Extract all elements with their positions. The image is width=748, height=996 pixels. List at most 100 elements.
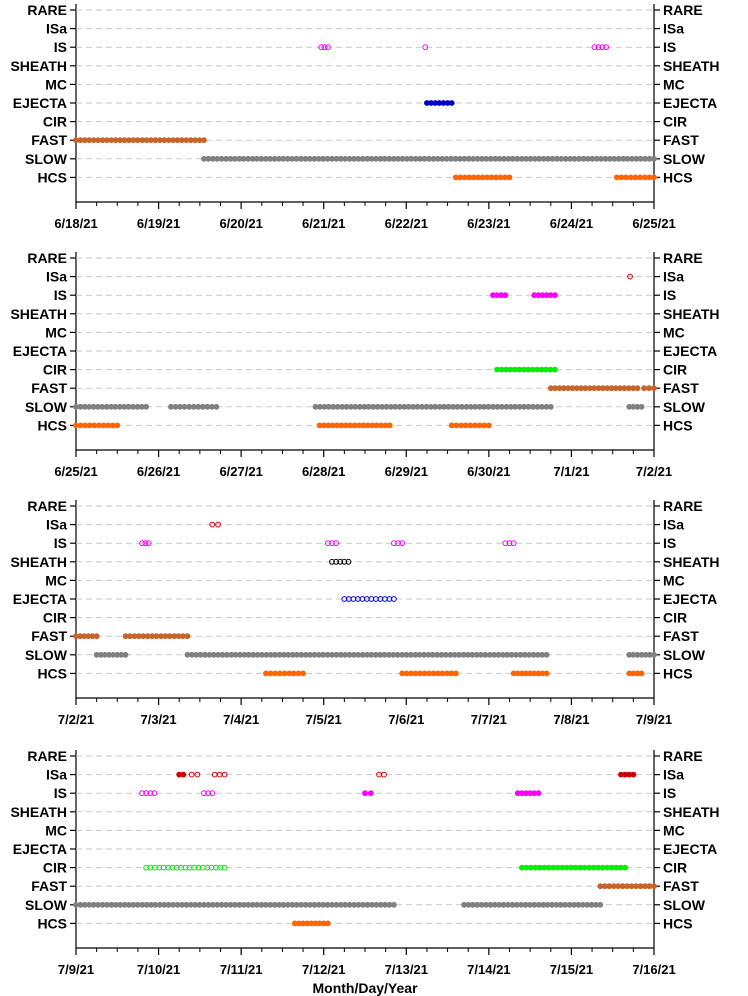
category-label-left: MC xyxy=(45,572,67,588)
event-marker-fast xyxy=(184,633,191,640)
event-marker-hcs xyxy=(448,422,455,429)
event-marker-hcs xyxy=(467,422,474,429)
event-marker-hcs xyxy=(452,670,459,677)
x-tick-label: 7/2/21 xyxy=(58,712,94,727)
event-marker-hcs xyxy=(651,174,657,181)
event-marker-is xyxy=(367,790,374,797)
category-label-left: FAST xyxy=(31,628,67,644)
event-marker-is xyxy=(333,540,340,547)
category-label-right: EJECTA xyxy=(663,841,717,857)
event-marker-hcs xyxy=(91,422,98,429)
category-label-right: SHEATH xyxy=(663,58,720,74)
panel-1: RARE RARE ISa ISa IS IS SHEATH SHEATH MC MC EJECTA… xyxy=(10,2,719,231)
event-marker-hcs xyxy=(286,670,293,677)
category-label-left: SLOW xyxy=(25,647,68,663)
event-marker-is xyxy=(502,292,509,299)
x-tick-label: 6/18/21 xyxy=(54,216,97,231)
category-label-left: HCS xyxy=(37,915,67,931)
category-label-left: MC xyxy=(45,324,67,340)
event-marker-cir xyxy=(622,864,628,871)
category-label-right: FAST xyxy=(663,380,699,396)
x-tick-label: 7/9/21 xyxy=(636,712,672,727)
x-tick-label: 6/22/21 xyxy=(385,216,428,231)
event-marker-slow xyxy=(651,155,657,162)
panel-4: RARE RARE ISa ISa IS IS SHEATH SHEATH MC MC EJECTA… xyxy=(10,748,719,996)
x-tick-label: 7/15/21 xyxy=(550,962,593,977)
event-marker-slow xyxy=(651,651,657,658)
category-label-left: ISa xyxy=(46,517,67,533)
category-label-right: SLOW xyxy=(663,897,706,913)
x-tick-label: 7/13/21 xyxy=(385,962,428,977)
panel-2: RARE RARE ISa ISa IS IS SHEATH SHEATH MC MC EJECTA… xyxy=(10,250,719,479)
x-tick-label: 6/25/21 xyxy=(54,464,97,479)
category-label-left: SLOW xyxy=(25,399,68,415)
category-label-right: ISa xyxy=(663,269,684,285)
event-marker-sheath xyxy=(345,558,352,565)
category-label-left: CIR xyxy=(43,362,67,378)
x-tick-label: 6/19/21 xyxy=(137,216,180,231)
x-tick-label: 6/24/21 xyxy=(550,216,593,231)
category-label-left: FAST xyxy=(31,878,67,894)
event-marker-hcs xyxy=(485,422,492,429)
category-label-right: RARE xyxy=(663,2,703,18)
event-marker-hcs xyxy=(627,174,634,181)
event-marker-slow xyxy=(543,651,550,658)
x-tick-label: 7/9/21 xyxy=(58,962,94,977)
event-marker-isa xyxy=(180,771,187,778)
event-marker-is xyxy=(502,540,509,547)
event-marker-slow xyxy=(213,403,220,410)
event-marker-cir xyxy=(221,864,228,871)
event-marker-hcs xyxy=(281,670,288,677)
category-label-left: CIR xyxy=(43,860,67,876)
category-label-right: FAST xyxy=(663,628,699,644)
event-marker-is xyxy=(591,44,598,51)
category-label-left: SLOW xyxy=(25,151,68,167)
event-marker-slow xyxy=(597,901,604,908)
event-marker-is xyxy=(506,540,513,547)
event-marker-is xyxy=(209,790,216,797)
category-label-right: ISa xyxy=(663,517,684,533)
event-marker-hcs xyxy=(476,422,483,429)
event-marker-is xyxy=(147,790,154,797)
category-label-right: RARE xyxy=(663,250,703,266)
category-label-left: SLOW xyxy=(25,897,68,913)
event-marker-is xyxy=(318,44,325,51)
event-marker-hcs xyxy=(295,670,302,677)
category-label-left: FAST xyxy=(31,380,67,396)
category-label-right: ISa xyxy=(663,21,684,37)
category-label-left: EJECTA xyxy=(13,343,67,359)
x-tick-label: 6/27/21 xyxy=(219,464,262,479)
event-marker-hcs xyxy=(267,670,274,677)
category-label-left: ISa xyxy=(46,21,67,37)
category-label-right: RARE xyxy=(663,748,703,764)
category-label-right: HCS xyxy=(663,169,693,185)
x-tick-label: 7/3/21 xyxy=(140,712,176,727)
category-label-right: HCS xyxy=(663,417,693,433)
event-marker-isa xyxy=(221,771,228,778)
category-label-left: HCS xyxy=(37,417,67,433)
category-label-left: EJECTA xyxy=(13,95,67,111)
x-tick-label: 7/8/21 xyxy=(553,712,589,727)
category-label-left: IS xyxy=(54,785,67,801)
event-marker-is xyxy=(321,44,328,51)
x-tick-label: 6/23/21 xyxy=(467,216,510,231)
event-marker-is xyxy=(362,790,368,797)
x-tick-label: 7/5/21 xyxy=(306,712,342,727)
event-marker-hcs xyxy=(637,174,643,181)
category-label-left: MC xyxy=(45,822,67,838)
event-marker-slow xyxy=(547,403,554,410)
event-marker-hcs xyxy=(613,174,620,181)
event-marker-is xyxy=(151,790,158,797)
category-label-right: ISa xyxy=(663,767,684,783)
event-marker-is xyxy=(329,540,335,547)
event-marker-fast xyxy=(651,385,657,392)
x-tick-label: 7/14/21 xyxy=(467,962,510,977)
category-label-left: HCS xyxy=(37,665,67,681)
x-tick-label: 6/28/21 xyxy=(302,464,345,479)
event-marker-is xyxy=(201,790,207,797)
event-marker-is xyxy=(535,790,542,797)
x-tick-label: 6/30/21 xyxy=(467,464,510,479)
event-marker-fast xyxy=(651,883,657,890)
category-label-right: FAST xyxy=(663,878,699,894)
